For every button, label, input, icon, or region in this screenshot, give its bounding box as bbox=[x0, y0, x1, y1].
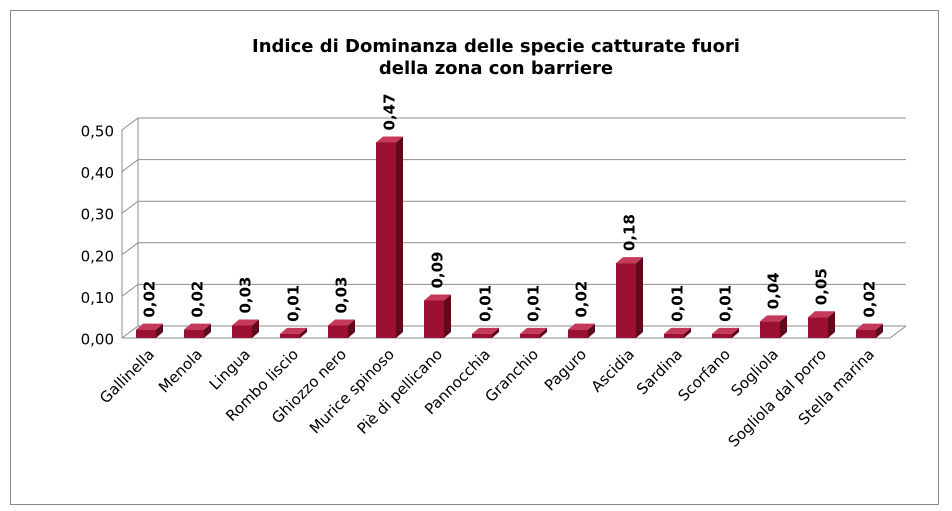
bar bbox=[616, 257, 643, 338]
y-tick-label: 0,50 bbox=[81, 123, 114, 141]
bar-face bbox=[204, 323, 211, 338]
data-label: 0,02 bbox=[189, 281, 207, 318]
bar bbox=[664, 327, 691, 338]
data-label: 0,47 bbox=[381, 93, 399, 130]
bar-face bbox=[184, 323, 211, 330]
bar-face bbox=[232, 325, 252, 338]
bar-face bbox=[520, 327, 547, 334]
bar-face bbox=[280, 327, 307, 334]
y-tick-label: 0,40 bbox=[81, 164, 114, 182]
bar-face bbox=[376, 136, 403, 143]
bar bbox=[760, 315, 787, 338]
bar-face bbox=[856, 323, 883, 330]
data-label: 0,03 bbox=[333, 277, 351, 314]
bar-face bbox=[636, 257, 643, 338]
bar-face bbox=[760, 321, 780, 338]
bar-face bbox=[328, 319, 355, 326]
bar bbox=[376, 136, 403, 338]
bar-face bbox=[808, 311, 835, 318]
bar-face bbox=[424, 300, 444, 338]
grid-line bbox=[121, 200, 906, 214]
y-tick-label: 0,10 bbox=[81, 289, 114, 307]
bar-face bbox=[732, 327, 739, 338]
data-label: 0,01 bbox=[285, 285, 303, 322]
bar-face bbox=[472, 333, 492, 338]
bar-face bbox=[520, 333, 540, 338]
bar-face bbox=[808, 317, 828, 338]
bar bbox=[424, 294, 451, 338]
bar bbox=[232, 319, 259, 338]
bar-face bbox=[184, 329, 204, 338]
bar bbox=[472, 327, 499, 338]
data-label: 0,05 bbox=[813, 268, 831, 305]
grid-line bbox=[121, 283, 906, 297]
bar-face bbox=[492, 327, 499, 338]
bar-face bbox=[540, 327, 547, 338]
data-label: 0,02 bbox=[141, 281, 159, 318]
bar-face bbox=[616, 263, 636, 338]
bar-face bbox=[424, 294, 451, 301]
bar bbox=[808, 311, 835, 338]
bar-face bbox=[568, 329, 588, 338]
data-label: 0,01 bbox=[717, 285, 735, 322]
bar-face bbox=[328, 325, 348, 338]
data-label: 0,04 bbox=[765, 272, 783, 309]
bar-face bbox=[588, 323, 595, 338]
bar bbox=[136, 323, 163, 338]
bar bbox=[328, 319, 355, 338]
data-label: 0,01 bbox=[669, 285, 687, 322]
bar-face bbox=[280, 333, 300, 338]
bar-face bbox=[664, 327, 691, 334]
bar-face bbox=[568, 323, 595, 330]
bar bbox=[712, 327, 739, 338]
bar-face bbox=[472, 327, 499, 334]
y-tick-label: 0,30 bbox=[81, 206, 114, 224]
grid-line bbox=[121, 117, 906, 131]
data-label: 0,03 bbox=[237, 277, 255, 314]
bar-face bbox=[396, 136, 403, 338]
y-tick-label: 0,20 bbox=[81, 247, 114, 265]
bar-face bbox=[348, 319, 355, 338]
bar-face bbox=[616, 257, 643, 264]
axis-wall bbox=[121, 130, 907, 339]
grid-line bbox=[121, 242, 906, 256]
chart-border bbox=[10, 10, 939, 505]
data-label: 0,01 bbox=[477, 285, 495, 322]
bar-face bbox=[664, 333, 684, 338]
bar-face bbox=[300, 327, 307, 338]
bar-face bbox=[760, 315, 787, 322]
bar-face bbox=[684, 327, 691, 338]
data-label: 0,02 bbox=[573, 281, 591, 318]
bar bbox=[280, 327, 307, 338]
bar bbox=[856, 323, 883, 338]
chart-title: Indice di Dominanza delle specie cattura… bbox=[252, 36, 740, 79]
bar-face bbox=[856, 329, 876, 338]
bar-face bbox=[136, 323, 163, 330]
grid-line bbox=[121, 159, 906, 173]
grid-line bbox=[121, 325, 906, 339]
bar-face bbox=[232, 319, 259, 326]
bar-face bbox=[376, 142, 396, 338]
bar-face bbox=[252, 319, 259, 338]
bar-face bbox=[712, 327, 739, 334]
y-tick-label: 0,00 bbox=[81, 331, 114, 349]
bar-face bbox=[828, 311, 835, 338]
bar-face bbox=[156, 323, 163, 338]
bar bbox=[520, 327, 547, 338]
data-label: 0,02 bbox=[861, 281, 879, 318]
bar-face bbox=[780, 315, 787, 338]
bar-face bbox=[136, 329, 156, 338]
bar-face bbox=[876, 323, 883, 338]
data-label: 0,09 bbox=[429, 252, 447, 289]
bar bbox=[568, 323, 595, 338]
data-label: 0,01 bbox=[525, 285, 543, 322]
data-label: 0,18 bbox=[621, 214, 639, 251]
bar-face bbox=[444, 294, 451, 338]
bar-face bbox=[712, 333, 732, 338]
bar bbox=[184, 323, 211, 338]
